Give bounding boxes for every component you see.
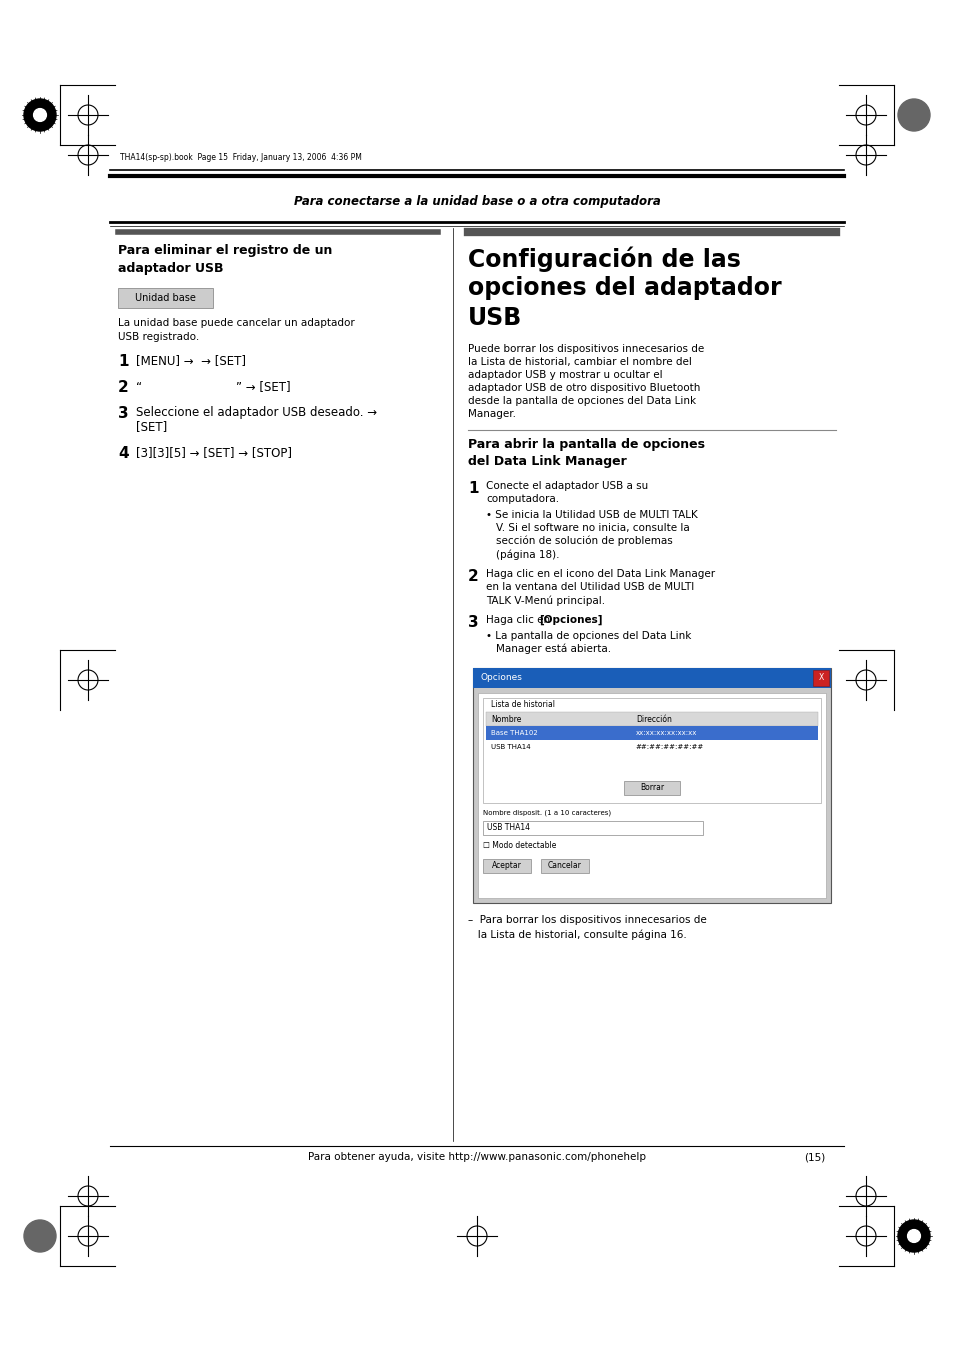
Text: 3: 3	[118, 407, 129, 422]
Text: Conecte el adaptador USB a su: Conecte el adaptador USB a su	[485, 481, 648, 490]
Text: Nombre disposit. (1 a 10 caracteres): Nombre disposit. (1 a 10 caracteres)	[482, 809, 611, 816]
Text: Para conectarse a la unidad base o a otra computadora: Para conectarse a la unidad base o a otr…	[294, 195, 659, 208]
Text: Para obtener ayuda, visite http://www.panasonic.com/phonehelp: Para obtener ayuda, visite http://www.pa…	[308, 1152, 645, 1162]
Text: “                         ” → [SET]: “ ” → [SET]	[136, 380, 291, 393]
Bar	[540, 859, 588, 873]
Bar	[482, 698, 821, 802]
Text: TALK V-Menú principal.: TALK V-Menú principal.	[485, 594, 604, 605]
Bar	[118, 288, 213, 308]
Text: Borrar: Borrar	[639, 784, 663, 793]
Text: Dirección: Dirección	[636, 715, 671, 724]
Text: Haga clic en el icono del Data Link Manager: Haga clic en el icono del Data Link Mana…	[485, 569, 715, 580]
Text: sección de solución de problemas: sección de solución de problemas	[496, 536, 672, 547]
Text: 1: 1	[468, 481, 478, 496]
Text: Seleccione el adaptador USB deseado. →: Seleccione el adaptador USB deseado. →	[136, 407, 376, 419]
Circle shape	[24, 1220, 56, 1252]
Text: V. Si el software no inicia, consulte la: V. Si el software no inicia, consulte la	[496, 523, 689, 534]
Text: ☐ Modo detectable: ☐ Modo detectable	[482, 842, 556, 850]
Text: en la ventana del Utilidad USB de MULTI: en la ventana del Utilidad USB de MULTI	[485, 582, 694, 592]
Text: del Data Link Manager: del Data Link Manager	[468, 455, 626, 467]
Text: Nombre: Nombre	[491, 715, 521, 724]
Bar	[482, 859, 531, 873]
Text: THA14(sp-sp).book  Page 15  Friday, January 13, 2006  4:36 PM: THA14(sp-sp).book Page 15 Friday, Januar…	[120, 153, 361, 162]
Text: –  Para borrar los dispositivos innecesarios de: – Para borrar los dispositivos innecesar…	[468, 915, 706, 925]
Text: • Se inicia la Utilidad USB de MULTI TALK: • Se inicia la Utilidad USB de MULTI TAL…	[485, 509, 697, 520]
Text: Para abrir la pantalla de opciones: Para abrir la pantalla de opciones	[468, 438, 704, 451]
Text: 3: 3	[468, 615, 478, 630]
Text: [MENU] →  → [SET]: [MENU] → → [SET]	[136, 354, 246, 367]
Text: La unidad base puede cancelar un adaptador: La unidad base puede cancelar un adaptad…	[118, 317, 355, 328]
Text: Unidad base: Unidad base	[135, 293, 195, 303]
Text: (15): (15)	[803, 1152, 824, 1162]
Text: Para eliminar el registro de un: Para eliminar el registro de un	[118, 245, 332, 257]
Text: desde la pantalla de opciones del Data Link: desde la pantalla de opciones del Data L…	[468, 396, 696, 407]
Bar	[473, 667, 830, 902]
Text: USB THA14: USB THA14	[486, 824, 530, 832]
Text: Lista de historial: Lista de historial	[491, 700, 555, 709]
Text: computadora.: computadora.	[485, 494, 558, 504]
Text: 1: 1	[118, 354, 129, 369]
Text: la Lista de historial, consulte página 16.: la Lista de historial, consulte página 1…	[468, 929, 686, 939]
Text: adaptador USB y mostrar u ocultar el: adaptador USB y mostrar u ocultar el	[468, 370, 662, 380]
Text: adaptador USB de otro dispositivo Bluetooth: adaptador USB de otro dispositivo Blueto…	[468, 382, 700, 393]
Circle shape	[897, 1220, 929, 1252]
Text: Opciones: Opciones	[480, 674, 522, 682]
Text: Puede borrar los dispositivos innecesarios de: Puede borrar los dispositivos innecesari…	[468, 345, 703, 354]
Text: Haga clic en: Haga clic en	[485, 615, 553, 626]
Text: USB THA14: USB THA14	[491, 744, 530, 750]
Circle shape	[897, 99, 929, 131]
Text: 2: 2	[468, 569, 478, 584]
Text: la Lista de historial, cambiar el nombre del: la Lista de historial, cambiar el nombre…	[468, 357, 691, 367]
Text: .: .	[590, 615, 594, 626]
Text: • La pantalla de opciones del Data Link: • La pantalla de opciones del Data Link	[485, 631, 691, 640]
Text: (página 18).: (página 18).	[496, 549, 558, 559]
Text: USB registrado.: USB registrado.	[118, 332, 199, 342]
Text: adaptador USB: adaptador USB	[118, 262, 223, 276]
Text: xx:xx:xx:xx:xx:xx: xx:xx:xx:xx:xx:xx	[636, 730, 697, 736]
Text: ##:##:##:##:##: ##:##:##:##:##	[636, 744, 703, 750]
Bar	[473, 667, 830, 688]
Bar	[623, 781, 679, 794]
Bar	[812, 670, 828, 686]
Text: Configuración de las: Configuración de las	[468, 246, 740, 272]
Text: Base THA102: Base THA102	[491, 730, 537, 736]
Text: USB: USB	[468, 305, 521, 330]
Text: Manager está abierta.: Manager está abierta.	[496, 644, 611, 654]
Bar	[482, 821, 702, 835]
Text: 4: 4	[118, 446, 129, 461]
Text: [Opciones]: [Opciones]	[538, 615, 602, 626]
Text: Manager.: Manager.	[468, 409, 516, 419]
Text: Cancelar: Cancelar	[547, 862, 581, 870]
Bar	[477, 693, 825, 898]
Text: opciones del adaptador: opciones del adaptador	[468, 276, 781, 300]
Text: [SET]: [SET]	[136, 420, 167, 434]
Circle shape	[33, 108, 47, 122]
Text: 2: 2	[118, 380, 129, 394]
Text: X: X	[818, 674, 822, 682]
Bar	[485, 712, 817, 725]
Text: [3][3][5] → [SET] → [STOP]: [3][3][5] → [SET] → [STOP]	[136, 446, 292, 459]
Circle shape	[906, 1229, 920, 1243]
Bar	[485, 725, 817, 740]
Circle shape	[24, 99, 56, 131]
Text: Aceptar: Aceptar	[492, 862, 521, 870]
